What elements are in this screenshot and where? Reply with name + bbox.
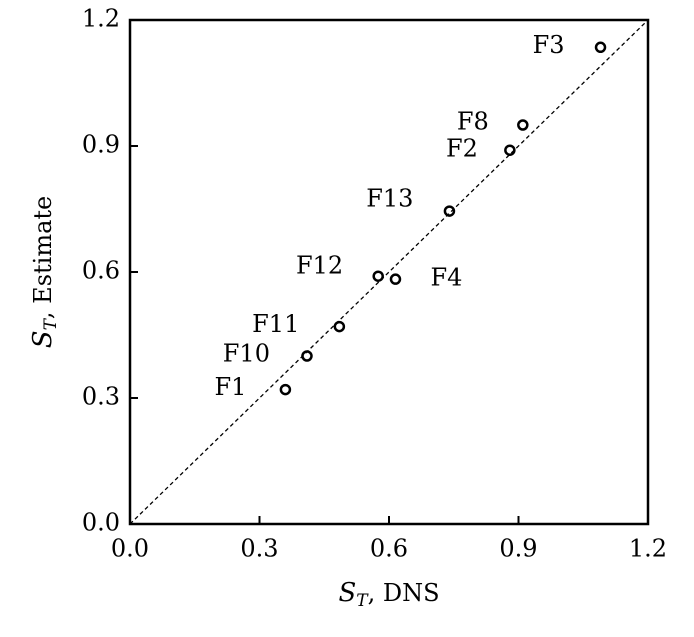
point (443, 205, 456, 217)
point (372, 270, 384, 282)
point (301, 350, 313, 362)
point (279, 383, 292, 396)
text: , Estimate (29, 196, 57, 319)
point (389, 273, 402, 285)
x-axis-label: ST, DNS (338, 578, 439, 611)
x-tick-label: 0.0 (111, 535, 149, 563)
symbol: S (28, 330, 58, 348)
point-label: F13 (366, 185, 413, 213)
point (594, 41, 607, 54)
identity-line (129, 19, 649, 525)
point-label: F2 (446, 135, 478, 163)
y-tick-label: 1.2 (82, 5, 120, 33)
point-label: F1 (214, 373, 246, 401)
point-label: F12 (296, 252, 343, 280)
point-label: F8 (457, 108, 489, 136)
point (517, 119, 529, 131)
point-label: F4 (430, 264, 462, 292)
x-tick-label: 0.9 (499, 535, 537, 563)
y-tick-label: 0.9 (82, 131, 120, 159)
point (333, 320, 346, 333)
symbol: S (338, 578, 356, 608)
y-tick-label: 0.6 (82, 257, 120, 285)
y-tick-label: 0.3 (82, 383, 120, 411)
x-tick-label: 0.6 (370, 535, 408, 563)
subscript: T (41, 317, 61, 330)
text: , DNS (368, 579, 440, 607)
subscript: T (356, 591, 369, 611)
y-tick-label: 0.0 (82, 509, 120, 537)
x-tick-label: 1.2 (629, 535, 667, 563)
y-axis-label: ST, Estimate (28, 196, 61, 348)
point-label: F11 (252, 310, 299, 338)
x-tick-label: 0.3 (240, 535, 278, 563)
point-label: F3 (533, 31, 565, 59)
point (504, 144, 516, 156)
point-label: F10 (223, 340, 270, 368)
